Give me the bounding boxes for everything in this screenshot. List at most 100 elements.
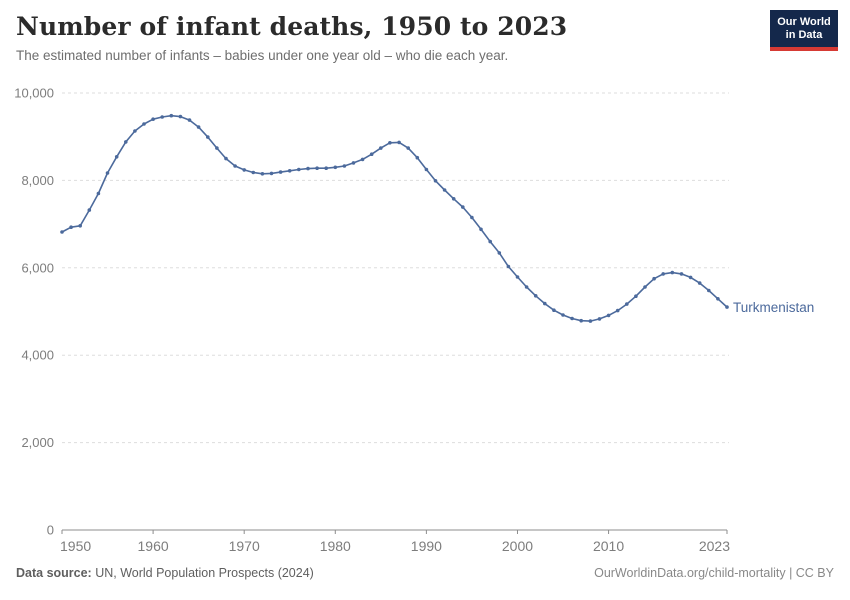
data-point	[297, 167, 301, 172]
data-point	[615, 308, 620, 313]
data-point	[388, 141, 392, 145]
data-point	[287, 169, 292, 173]
footer: Data source: UN, World Population Prospe…	[16, 566, 834, 580]
data-point	[470, 215, 474, 220]
data-point	[269, 171, 274, 176]
data-point	[725, 305, 729, 309]
y-axis-tick-label: 2,000	[21, 435, 54, 450]
data-point	[151, 117, 155, 121]
data-point	[588, 319, 593, 323]
data-point	[60, 230, 64, 234]
x-axis	[61, 529, 728, 534]
data-point	[278, 170, 283, 174]
data-source: Data source: UN, World Population Prospe…	[16, 566, 314, 580]
data-point	[543, 301, 547, 306]
data-point	[142, 122, 146, 126]
y-axis-tick-label: 0	[47, 523, 54, 538]
page-title: Number of infant deaths, 1950 to 2023	[16, 12, 568, 41]
data-point	[515, 275, 520, 279]
data-point	[716, 297, 720, 301]
data-point	[579, 318, 583, 323]
owid-logo[interactable]: Our World in Data	[770, 10, 838, 51]
data-point	[105, 171, 110, 175]
data-point	[679, 272, 684, 276]
series-group	[60, 113, 729, 323]
y-axis-labels: 0 2,000 4,000 6,000 8,000 10,000	[14, 86, 54, 538]
credit-link[interactable]: OurWorldinData.org/child-mortality | CC …	[594, 566, 834, 580]
data-point	[178, 114, 183, 119]
data-point	[160, 115, 164, 119]
data-point	[315, 166, 319, 170]
owid-logo-line2: in Data	[785, 29, 823, 41]
data-point	[461, 205, 465, 209]
series-label-turkmenistan: Turkmenistan	[733, 300, 814, 315]
data-point	[479, 227, 483, 232]
y-axis-tick-label: 8,000	[21, 173, 54, 188]
data-point	[697, 281, 702, 285]
data-point	[707, 288, 711, 293]
data-point	[187, 118, 192, 122]
data-point	[379, 146, 383, 150]
y-axis-tick-label: 10,000	[14, 86, 54, 101]
data-point	[351, 161, 356, 165]
data-point	[196, 125, 201, 129]
data-point	[242, 168, 246, 172]
data-point	[597, 317, 602, 321]
data-point	[114, 155, 119, 159]
data-point	[133, 129, 137, 133]
x-axis-labels: 1950 1960 1970 1980 1990 2000 2010 2023	[60, 538, 730, 554]
owid-logo-line1: Our World	[777, 16, 831, 28]
x-axis-tick-label: 2000	[502, 538, 533, 554]
data-point	[524, 285, 529, 289]
series-line	[61, 114, 728, 322]
data-point	[442, 188, 447, 192]
x-axis-tick-label: 1980	[320, 538, 351, 554]
data-point	[124, 140, 128, 144]
data-point	[488, 239, 493, 244]
data-point	[206, 135, 210, 139]
data-point	[169, 113, 174, 118]
x-axis-tick-label: 1970	[229, 538, 260, 554]
data-point	[96, 191, 101, 196]
data-source-label: Data source:	[16, 566, 92, 580]
data-point	[260, 172, 265, 176]
data-point	[333, 165, 338, 170]
data-point	[87, 208, 92, 212]
data-point	[570, 316, 574, 321]
data-source-text: UN, World Population Prospects (2024)	[91, 566, 314, 580]
y-gridlines	[62, 92, 729, 444]
data-point	[433, 179, 438, 183]
header: Number of infant deaths, 1950 to 2023 Th…	[16, 12, 756, 63]
y-axis-tick-label: 6,000	[21, 260, 54, 275]
data-point	[552, 308, 556, 313]
data-point	[497, 251, 502, 255]
data-point	[342, 164, 347, 168]
y-axis-tick-label: 4,000	[21, 348, 54, 363]
data-point	[324, 166, 329, 170]
data-point	[78, 224, 82, 228]
data-point	[533, 294, 538, 298]
data-point	[625, 302, 629, 306]
data-point	[643, 285, 647, 289]
data-point	[634, 294, 638, 299]
x-axis-tick-label: 1950	[60, 538, 91, 554]
data-point	[397, 140, 401, 145]
data-point	[415, 155, 420, 160]
data-point	[251, 170, 256, 175]
page-subtitle: The estimated number of infants – babies…	[16, 48, 509, 63]
x-axis-tick-label: 2010	[593, 538, 624, 554]
data-point	[652, 276, 656, 281]
x-axis-tick-label: 1990	[411, 538, 442, 554]
data-point	[606, 313, 611, 318]
data-point	[506, 264, 511, 269]
data-point	[451, 197, 456, 201]
data-point	[561, 313, 565, 317]
data-point	[661, 272, 665, 276]
data-point	[369, 152, 374, 156]
data-point	[360, 157, 365, 162]
data-point	[424, 167, 429, 172]
data-point	[406, 146, 411, 150]
data-point	[670, 270, 675, 275]
